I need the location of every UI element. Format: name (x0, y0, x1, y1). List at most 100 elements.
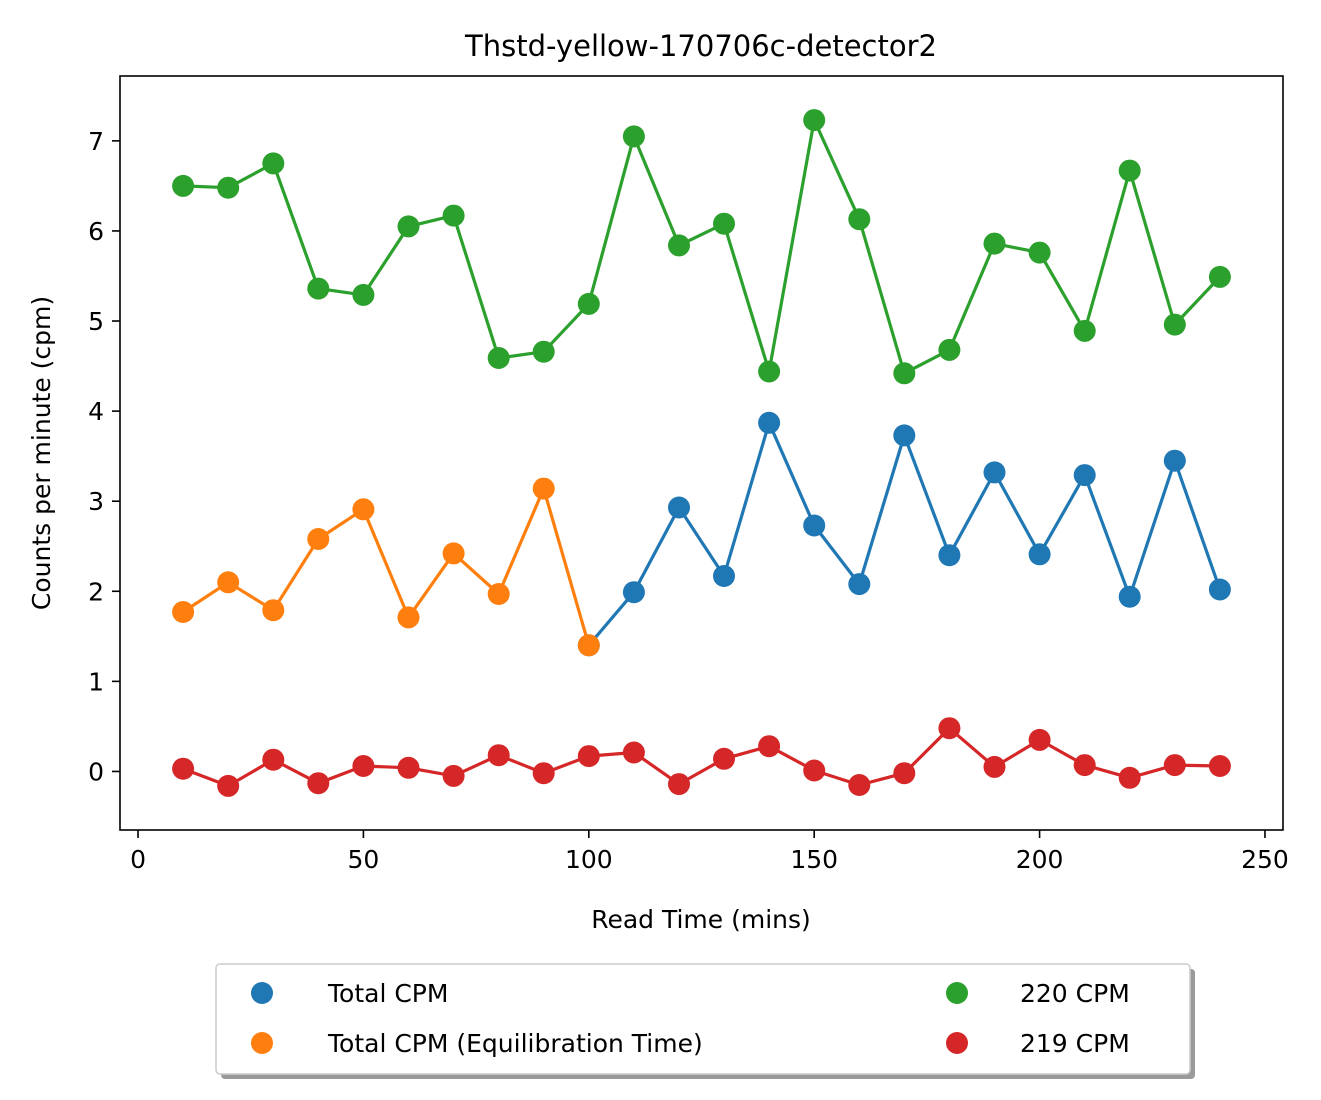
data-point (442, 204, 465, 227)
data-point (307, 277, 330, 300)
data-point (577, 745, 600, 768)
data-point (1208, 755, 1231, 777)
data-point (713, 747, 735, 770)
data-point (983, 755, 1006, 778)
data-point (397, 215, 420, 238)
data-point (1163, 754, 1186, 777)
y-tick-label: 2 (88, 577, 104, 606)
plot-area (120, 76, 1283, 830)
data-point (262, 748, 285, 771)
y-tick-label: 7 (88, 127, 104, 156)
legend-label: 220 CPM (1020, 979, 1130, 1008)
data-point (532, 477, 555, 500)
series-3 (172, 717, 1231, 797)
data-point (577, 634, 600, 657)
series-1 (172, 477, 600, 657)
data-point (307, 772, 330, 795)
data-point (172, 757, 195, 780)
data-point (1208, 578, 1231, 601)
x-axis: 0 50 100 150 200 250 (130, 830, 1289, 874)
data-point (713, 212, 735, 235)
series-line (182, 487, 591, 646)
y-tick-label: 6 (88, 217, 104, 246)
data-point (983, 232, 1006, 255)
data-point (307, 528, 330, 550)
data-point (1073, 464, 1096, 487)
data-point (1163, 449, 1186, 472)
data-point (803, 514, 826, 537)
data-point (217, 774, 240, 797)
legend-label: Total CPM (Equilibration Time) (327, 1029, 703, 1058)
data-point (848, 573, 871, 596)
legend: Total CPM Total CPM (Equilibration Time) 2… (215, 963, 1195, 1079)
data-point (262, 152, 285, 175)
data-point (532, 762, 555, 785)
chart-title: Thstd-yellow-170706c-detector2 (464, 29, 937, 63)
data-point (397, 606, 420, 629)
data-point (938, 338, 961, 361)
x-tick-label: 150 (790, 845, 838, 874)
data-point (1028, 241, 1051, 264)
y-tick-label: 5 (88, 307, 104, 336)
y-tick-label: 0 (88, 757, 104, 786)
series-layer (172, 109, 1231, 797)
y-tick-label: 1 (88, 667, 104, 696)
x-tick-label: 50 (348, 845, 380, 874)
legend-marker (251, 982, 273, 1004)
data-point (983, 461, 1006, 484)
data-point (1118, 159, 1141, 182)
data-point (172, 601, 195, 623)
data-point (352, 755, 375, 777)
data-point (893, 762, 916, 785)
data-point (803, 759, 826, 782)
data-point (758, 735, 781, 758)
data-point (758, 411, 781, 434)
data-point (172, 174, 195, 197)
series-0 (577, 411, 1231, 657)
data-point (938, 717, 961, 740)
y-tick-label: 4 (88, 397, 104, 426)
data-point (1118, 585, 1141, 608)
data-point (893, 424, 916, 447)
legend-label: Total CPM (327, 979, 448, 1008)
data-point (397, 756, 420, 779)
data-point (668, 496, 690, 519)
data-point (758, 360, 781, 383)
y-axis-label: Counts per minute (cpm) (27, 296, 56, 610)
y-axis: 0 1 2 3 4 5 6 7 (88, 127, 120, 786)
data-point (352, 283, 375, 306)
data-point (262, 599, 285, 622)
data-point (1118, 766, 1141, 789)
series-2 (172, 109, 1231, 385)
x-tick-label: 250 (1241, 845, 1289, 874)
data-point (487, 347, 510, 369)
legend-marker (946, 982, 968, 1004)
x-tick-label: 200 (1016, 845, 1064, 874)
data-point (622, 125, 645, 148)
data-point (803, 109, 826, 132)
data-point (848, 774, 871, 796)
legend-items: Total CPM Total CPM (Equilibration Time) 2… (251, 979, 1130, 1058)
data-point (668, 234, 690, 257)
legend-label: 219 CPM (1020, 1029, 1130, 1058)
x-tick-label: 100 (565, 845, 613, 874)
data-point (668, 773, 690, 796)
legend-marker (251, 1032, 273, 1054)
data-point (217, 571, 240, 594)
data-point (713, 565, 735, 587)
data-point (442, 764, 465, 787)
data-point (893, 362, 916, 385)
data-point (1208, 265, 1231, 288)
data-point (1073, 319, 1096, 342)
data-point (532, 340, 555, 363)
legend-marker (946, 1032, 968, 1054)
data-point (1073, 754, 1096, 777)
y-tick-label: 3 (88, 487, 104, 516)
data-point (352, 498, 375, 521)
x-tick-label: 0 (130, 845, 146, 874)
data-point (217, 176, 240, 199)
x-axis-label: Read Time (mins) (591, 905, 811, 934)
data-point (577, 292, 600, 315)
data-point (487, 744, 510, 767)
